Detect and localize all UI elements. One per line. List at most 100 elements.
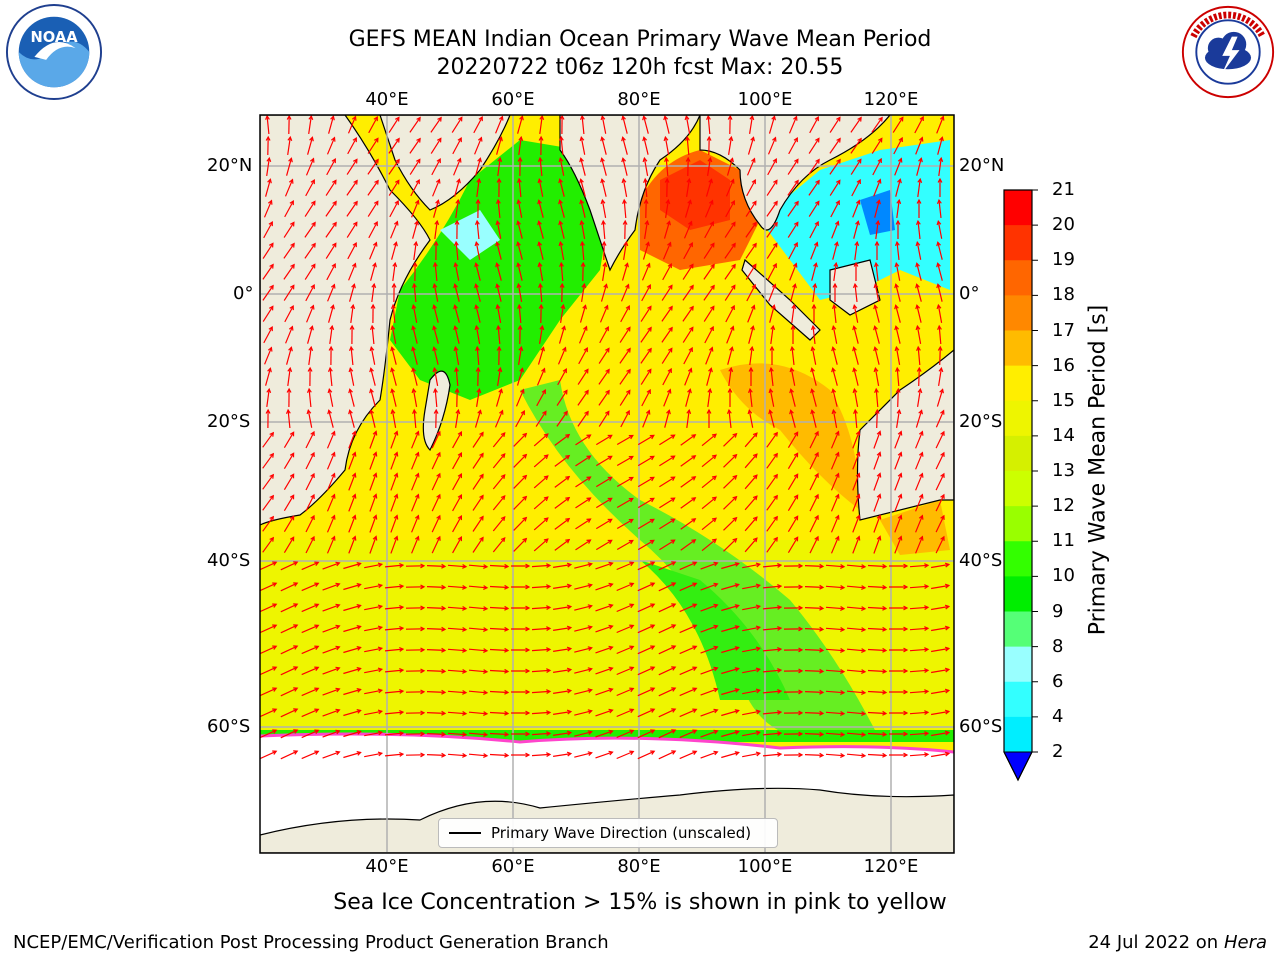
direction-arrow-head <box>310 451 315 458</box>
direction-arrow <box>433 347 439 365</box>
direction-arrow <box>661 285 673 301</box>
direction-arrow-head <box>331 535 336 541</box>
direction-arrow-head <box>310 493 315 500</box>
direction-arrow-head <box>558 156 564 163</box>
direction-arrow <box>623 199 627 219</box>
direction-arrow <box>917 179 921 197</box>
direction-arrow-head <box>852 325 857 331</box>
direction-arrow <box>538 221 544 239</box>
direction-arrow-head <box>773 515 778 521</box>
direction-arrow-head <box>622 219 628 225</box>
direction-arrow-head <box>351 472 357 478</box>
direction-arrow <box>391 409 397 429</box>
direction-arrow <box>875 263 879 281</box>
direction-arrow-head <box>560 303 566 310</box>
direction-arrow-head <box>628 434 634 440</box>
direction-arrow-head <box>650 582 656 587</box>
direction-arrow <box>620 284 630 302</box>
direction-arrow <box>390 536 398 554</box>
direction-arrow-head <box>546 689 552 695</box>
direction-arrow-head <box>691 497 697 502</box>
direction-arrow <box>875 221 879 239</box>
direction-arrow-head <box>537 199 542 205</box>
direction-arrow <box>595 646 613 654</box>
direction-arrow <box>265 368 271 386</box>
direction-arrow-head <box>608 729 614 735</box>
direction-arrow <box>682 285 694 301</box>
direction-arrow-head <box>903 710 909 716</box>
direction-arrow-head <box>819 689 825 695</box>
direction-arrow-head <box>500 453 506 459</box>
direction-arrow <box>595 604 613 612</box>
direction-arrow-head <box>685 156 691 162</box>
lon-label-80e-top: 80°E <box>617 89 661 110</box>
direction-arrow-head <box>516 177 522 183</box>
direction-arrow-head <box>894 283 899 289</box>
direction-arrow <box>825 585 845 589</box>
direction-arrow-head <box>711 496 717 502</box>
direction-arrow <box>679 708 697 718</box>
direction-arrow-head <box>793 515 799 521</box>
direction-arrow <box>575 455 591 467</box>
direction-arrow-head <box>539 324 545 331</box>
direction-arrow <box>426 691 446 693</box>
direction-arrow-head <box>894 325 900 331</box>
direction-arrow <box>637 455 655 467</box>
direction-arrow-head <box>546 605 552 611</box>
direction-arrow <box>364 710 382 716</box>
direction-arrow-head <box>897 451 903 457</box>
direction-arrow-head <box>882 605 888 611</box>
direction-arrow <box>559 158 565 176</box>
direction-arrow <box>727 347 733 365</box>
direction-arrow-head <box>667 241 672 247</box>
direction-arrow <box>349 284 355 302</box>
direction-arrow <box>661 327 673 343</box>
direction-arrow <box>770 368 774 386</box>
direction-arrow-head <box>646 262 651 268</box>
direction-arrow-head <box>331 493 336 499</box>
direction-arrow-head <box>944 583 951 589</box>
direction-arrow-head <box>369 345 375 352</box>
direction-arrow-head <box>692 687 698 692</box>
direction-arrow <box>787 536 799 554</box>
direction-arrow-head <box>373 115 378 122</box>
direction-arrow-head <box>915 240 921 247</box>
direction-arrow <box>742 647 760 653</box>
direction-arrow <box>812 326 816 344</box>
direction-arrow <box>556 411 568 427</box>
direction-arrow-head <box>500 432 506 438</box>
direction-arrow-head <box>543 538 549 544</box>
direction-arrow-head <box>453 261 459 268</box>
direction-arrow-head <box>559 115 565 120</box>
direction-arrow-head <box>356 646 362 651</box>
direction-arrow <box>598 369 610 385</box>
direction-arrow <box>766 474 778 490</box>
direction-arrow-head <box>916 198 922 204</box>
direction-arrow <box>659 434 675 446</box>
direction-arrow <box>364 626 382 632</box>
direction-arrow-head <box>600 136 605 142</box>
direction-arrow-head <box>356 562 362 567</box>
direction-arrow-head <box>269 536 275 542</box>
direction-arrow-head <box>371 282 377 289</box>
direction-arrow-head <box>711 538 717 544</box>
direction-arrow <box>867 564 887 568</box>
lat-label-0-right: 0° <box>959 283 980 304</box>
direction-arrow <box>489 564 509 568</box>
direction-arrow <box>492 474 506 490</box>
direction-arrow-head <box>351 283 356 289</box>
direction-arrow <box>497 325 501 345</box>
direction-arrow-head <box>861 753 867 758</box>
direction-arrow-head <box>454 366 459 372</box>
direction-arrow <box>577 390 589 406</box>
direction-arrow-head <box>792 262 798 268</box>
direction-arrow-head <box>798 731 804 737</box>
direction-arrow <box>935 452 945 470</box>
direction-arrow-head <box>626 368 631 374</box>
direction-arrow <box>326 263 336 281</box>
direction-arrow <box>531 753 551 757</box>
direction-arrow-head <box>876 535 882 541</box>
direction-arrow <box>468 690 488 694</box>
direction-arrow-head <box>831 408 837 415</box>
direction-arrow-head <box>561 325 566 331</box>
